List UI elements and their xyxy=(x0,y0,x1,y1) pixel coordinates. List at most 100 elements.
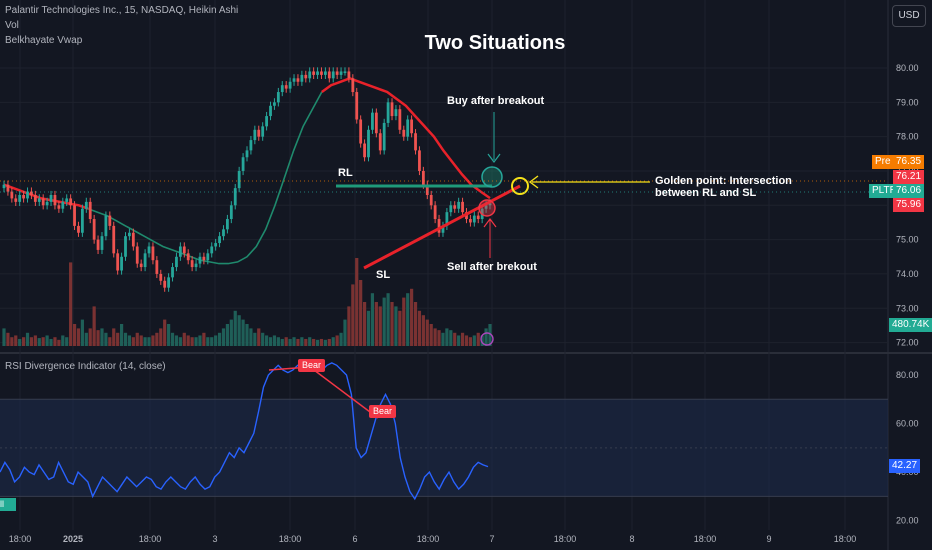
rsi-tick-label: 60.00 xyxy=(896,419,919,429)
candle-body xyxy=(327,71,331,79)
volume-bar xyxy=(253,332,257,346)
vwap-price-label: 76.21 xyxy=(893,170,925,184)
volume-bar xyxy=(96,330,100,346)
candle-body xyxy=(167,277,171,288)
candle-body xyxy=(143,253,147,268)
time-tick-label: 18:00 xyxy=(694,534,717,544)
volume-bar xyxy=(355,258,359,346)
price-tick-label: 74.00 xyxy=(896,269,919,279)
candle-body xyxy=(171,267,174,278)
volume-bar xyxy=(445,328,449,346)
rsi-line xyxy=(0,362,489,501)
volume-bar xyxy=(406,293,410,346)
volume-bar xyxy=(217,332,222,346)
volume-bar xyxy=(453,332,457,346)
volume-bar xyxy=(229,319,233,346)
volume-bar xyxy=(472,335,476,346)
volume-bar xyxy=(37,338,41,346)
candle-body xyxy=(449,205,453,213)
volume-bar xyxy=(57,339,61,346)
rl-label: RL xyxy=(338,167,353,179)
volume-bar xyxy=(100,328,104,346)
volume-bar xyxy=(312,338,316,346)
candle-body xyxy=(418,150,421,171)
candle-body xyxy=(226,219,229,230)
volume-bar xyxy=(457,335,461,346)
volume-bar xyxy=(10,337,14,346)
volume-bar xyxy=(370,293,375,346)
volume-bar xyxy=(159,328,163,346)
volume-bar xyxy=(304,338,308,346)
currency-button[interactable]: USD xyxy=(892,5,926,27)
candle-body xyxy=(163,280,167,288)
candle-body xyxy=(367,129,370,158)
volume-bar xyxy=(488,324,492,346)
volume-bar xyxy=(300,337,304,346)
sl-label: SL xyxy=(376,269,391,281)
lightning-icon xyxy=(480,332,494,346)
time-tick-label: 18:00 xyxy=(9,534,32,544)
volume-bar xyxy=(163,319,167,346)
volume-bar xyxy=(84,332,88,346)
candle-body xyxy=(80,208,84,233)
candle-body xyxy=(194,263,198,268)
candle-body xyxy=(355,92,359,120)
volume-bar xyxy=(308,337,312,346)
candle-body xyxy=(233,188,237,206)
price-tick-label: 80.00 xyxy=(896,63,919,73)
volume-bar xyxy=(245,324,249,346)
candle-body xyxy=(26,191,29,199)
time-tick-label: 18:00 xyxy=(554,534,577,544)
volume-bar xyxy=(108,337,112,346)
bull-label: Bull xyxy=(0,498,16,511)
volume-bar xyxy=(343,319,347,346)
candle-body xyxy=(33,195,37,202)
time-tick-label: 8 xyxy=(629,534,634,544)
volume-bar xyxy=(292,337,296,346)
symbol-legend[interactable]: Palantir Technologies Inc., 15, NASDAQ, … xyxy=(5,5,239,16)
volume-bar xyxy=(410,288,414,346)
candle-body xyxy=(147,246,151,254)
candle-body xyxy=(237,170,241,189)
candle-body xyxy=(108,215,112,226)
volume-bar xyxy=(476,332,480,346)
volume-bar xyxy=(135,332,139,346)
candle-body xyxy=(386,102,390,123)
volume-bar xyxy=(249,328,253,346)
candle-body xyxy=(261,126,265,137)
candle-body xyxy=(488,203,492,206)
price-tick-label: 72.00 xyxy=(896,338,919,348)
golden-annotation-line2: between RL and SL xyxy=(655,187,757,199)
candle-body xyxy=(378,133,382,151)
price-tick-label: 79.00 xyxy=(896,97,919,107)
bear-label-1: Bear xyxy=(298,359,326,372)
volume-bar xyxy=(402,297,406,346)
volume-bar xyxy=(319,338,324,346)
volume-bar xyxy=(6,332,10,346)
volume-bar xyxy=(151,335,155,346)
candle-body xyxy=(371,112,374,130)
candle-body xyxy=(406,119,410,137)
volume-legend[interactable]: Vol xyxy=(5,20,19,31)
candle-body xyxy=(49,195,53,202)
volume-bar xyxy=(441,332,445,346)
time-tick-label: 3 xyxy=(212,534,217,544)
candle-body xyxy=(128,232,131,237)
candle-body xyxy=(390,102,394,117)
volume-bar xyxy=(378,306,382,346)
candle-body xyxy=(92,219,96,240)
candle-body xyxy=(175,256,178,268)
candle-body xyxy=(484,205,488,209)
volume-bar xyxy=(206,337,210,346)
candle-body xyxy=(429,195,433,206)
last-price-label: 76.06 xyxy=(893,184,925,198)
candle-body xyxy=(347,71,351,79)
sell-annotation: Sell after brekout xyxy=(447,261,537,273)
sl-support-line xyxy=(363,184,521,270)
vwap-legend[interactable]: Belkhayate Vwap xyxy=(5,35,83,46)
volume-bar xyxy=(315,339,320,346)
volume-value-label: 480.74K xyxy=(889,318,932,332)
rsi-legend[interactable]: RSI Divergence Indicator (14, close) xyxy=(5,361,166,372)
